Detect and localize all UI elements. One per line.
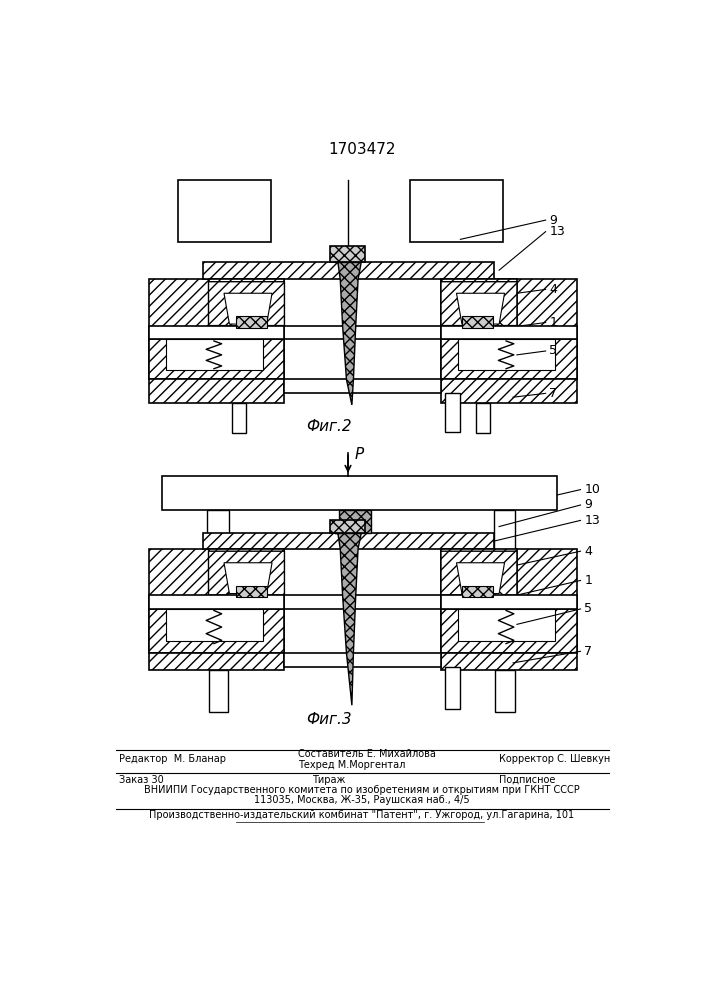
Bar — [284, 379, 441, 393]
Polygon shape — [224, 563, 272, 594]
Polygon shape — [209, 282, 284, 326]
Text: Тираж: Тираж — [312, 775, 345, 785]
Bar — [441, 549, 577, 653]
Bar — [149, 339, 284, 379]
Bar — [149, 326, 284, 339]
Polygon shape — [224, 293, 272, 324]
Text: Техред М.Моргентал: Техред М.Моргентал — [298, 760, 405, 770]
Bar — [441, 279, 577, 379]
Text: Заказ 30: Заказ 30 — [119, 775, 164, 785]
Text: 5: 5 — [585, 602, 592, 615]
Text: Фиг.2: Фиг.2 — [306, 419, 351, 434]
Polygon shape — [457, 293, 505, 324]
Text: 4: 4 — [585, 545, 592, 558]
Bar — [235, 316, 267, 328]
Bar — [441, 379, 577, 403]
Polygon shape — [335, 533, 361, 705]
Bar — [207, 510, 228, 549]
Bar — [462, 316, 493, 328]
Text: 9: 9 — [549, 214, 557, 227]
Text: 13: 13 — [549, 225, 566, 238]
Text: ВНИИПИ Государственного комитета по изобретениям и открытиям при ГКНТ СССР: ВНИИПИ Государственного комитета по изоб… — [144, 785, 580, 795]
Text: 113035, Москва, Ж-35, Раушская наб., 4/5: 113035, Москва, Ж-35, Раушская наб., 4/5 — [254, 795, 469, 805]
Bar — [495, 670, 515, 712]
Text: 7: 7 — [585, 645, 592, 658]
Text: 13: 13 — [585, 514, 600, 527]
Bar — [458, 609, 555, 641]
Bar — [149, 279, 284, 379]
Bar — [445, 667, 460, 709]
Bar — [209, 670, 228, 712]
Bar — [166, 609, 263, 641]
Bar — [441, 279, 517, 326]
Bar — [203, 533, 493, 549]
Polygon shape — [335, 262, 361, 405]
Text: Корректор С. Шевкун: Корректор С. Шевкун — [499, 754, 610, 764]
Polygon shape — [209, 551, 284, 595]
Bar — [209, 549, 284, 599]
Bar — [410, 180, 503, 242]
Bar — [149, 549, 284, 653]
Polygon shape — [441, 551, 517, 595]
Bar — [441, 609, 577, 653]
Bar — [458, 339, 555, 370]
Bar — [149, 653, 284, 670]
Bar — [284, 653, 441, 667]
Bar — [149, 595, 284, 609]
Text: Производственно-издательский комбинат "Патент", г. Ужгород, ул.Гагарина, 101: Производственно-издательский комбинат "П… — [149, 810, 575, 820]
Text: 10: 10 — [585, 483, 600, 496]
Text: Подписное: Подписное — [499, 775, 556, 785]
Text: Редактор  М. Бланар: Редактор М. Бланар — [119, 754, 226, 764]
Bar — [209, 279, 284, 326]
Bar — [149, 609, 284, 653]
Text: 1: 1 — [585, 574, 592, 587]
Bar — [235, 586, 267, 597]
Text: P: P — [354, 447, 363, 462]
Bar — [166, 339, 263, 370]
Bar — [462, 586, 493, 597]
Text: 9: 9 — [585, 498, 592, 512]
Bar — [476, 403, 490, 433]
Bar — [284, 326, 441, 339]
Text: Составитель Е. Михайлова: Составитель Е. Михайлова — [298, 749, 436, 759]
Bar — [441, 653, 577, 670]
Bar — [445, 393, 460, 432]
Bar — [441, 595, 577, 609]
Bar — [203, 262, 493, 279]
Polygon shape — [441, 282, 517, 326]
Text: Фиг.3: Фиг.3 — [306, 712, 351, 727]
Bar — [177, 180, 271, 242]
Bar — [441, 326, 577, 339]
Text: 1: 1 — [549, 316, 557, 329]
Bar — [330, 520, 365, 533]
Bar — [493, 510, 515, 549]
Text: 5: 5 — [549, 344, 558, 358]
Bar — [330, 246, 365, 262]
Text: 7: 7 — [549, 387, 558, 400]
Polygon shape — [457, 563, 505, 594]
Text: 4: 4 — [549, 283, 557, 296]
Bar — [162, 476, 557, 510]
Bar — [149, 379, 284, 403]
Bar — [232, 403, 246, 433]
Text: 1703472: 1703472 — [328, 142, 396, 157]
Bar — [284, 595, 441, 609]
Bar — [339, 510, 371, 533]
Bar — [441, 549, 517, 599]
Bar — [441, 339, 577, 379]
